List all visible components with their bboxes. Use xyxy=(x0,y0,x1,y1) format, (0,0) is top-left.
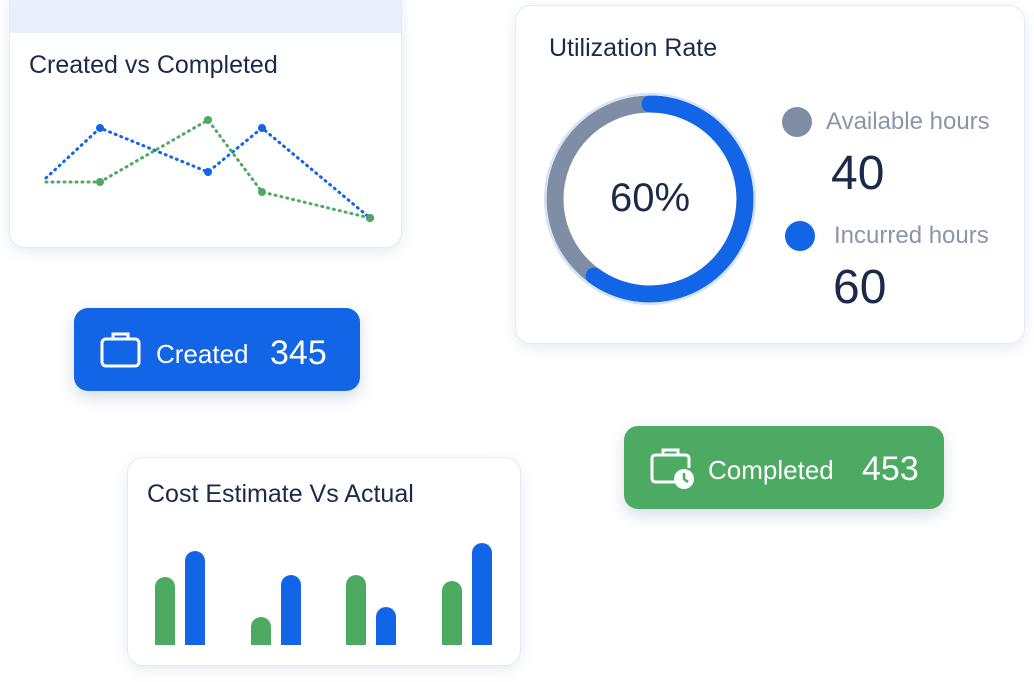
card-header-band xyxy=(10,0,401,33)
line-point xyxy=(204,116,212,124)
created-label: Created xyxy=(156,339,249,369)
utilization-title: Utilization Rate xyxy=(549,34,718,62)
line-point xyxy=(204,168,212,176)
utilization-percent: 60% xyxy=(609,176,691,220)
line-point xyxy=(96,178,104,186)
bar-actual xyxy=(185,551,205,645)
line-point xyxy=(258,188,266,196)
bar-chart-title: Cost Estimate Vs Actual xyxy=(147,480,414,508)
briefcase-icon xyxy=(100,332,141,368)
cost-estimate-vs-actual-card: Cost Estimate Vs Actual xyxy=(127,457,521,666)
incurred-hours-dot xyxy=(785,221,815,251)
incurred-hours-value: 60 xyxy=(833,261,887,314)
utilization-donut-chart xyxy=(544,93,756,305)
bar-actual xyxy=(472,543,492,645)
incurred-hours-label: Incurred hours xyxy=(834,222,989,249)
briefcase-clock-icon xyxy=(650,448,694,489)
bar-chart xyxy=(155,543,492,645)
bar-actual xyxy=(376,607,396,645)
line-point xyxy=(96,124,104,132)
line-point xyxy=(366,214,374,222)
line-chart xyxy=(44,116,374,222)
created-value: 345 xyxy=(270,334,327,372)
available-hours-label: Available hours xyxy=(826,108,990,135)
donut-outer-ring xyxy=(544,93,756,305)
bar-estimate xyxy=(251,617,271,645)
bar-estimate xyxy=(442,581,462,645)
created-stat-pill[interactable]: Created 345 xyxy=(74,308,360,391)
created-vs-completed-card: Created vs Completed xyxy=(9,0,402,248)
donut-slice-incurred xyxy=(585,95,754,303)
line-series-1 xyxy=(44,126,372,220)
completed-value: 453 xyxy=(862,450,919,488)
bar-actual xyxy=(281,575,301,645)
line-point xyxy=(258,124,266,132)
line-chart-title: Created vs Completed xyxy=(29,51,278,79)
bar-estimate xyxy=(346,575,366,645)
bar-estimate xyxy=(155,577,175,645)
utilization-rate-card: Utilization Rate 60% Available hours 40 … xyxy=(515,5,1025,344)
available-hours-value: 40 xyxy=(831,147,885,200)
completed-label: Completed xyxy=(708,455,834,485)
available-hours-dot xyxy=(782,107,812,137)
completed-stat-pill[interactable]: Completed 453 xyxy=(624,426,944,509)
